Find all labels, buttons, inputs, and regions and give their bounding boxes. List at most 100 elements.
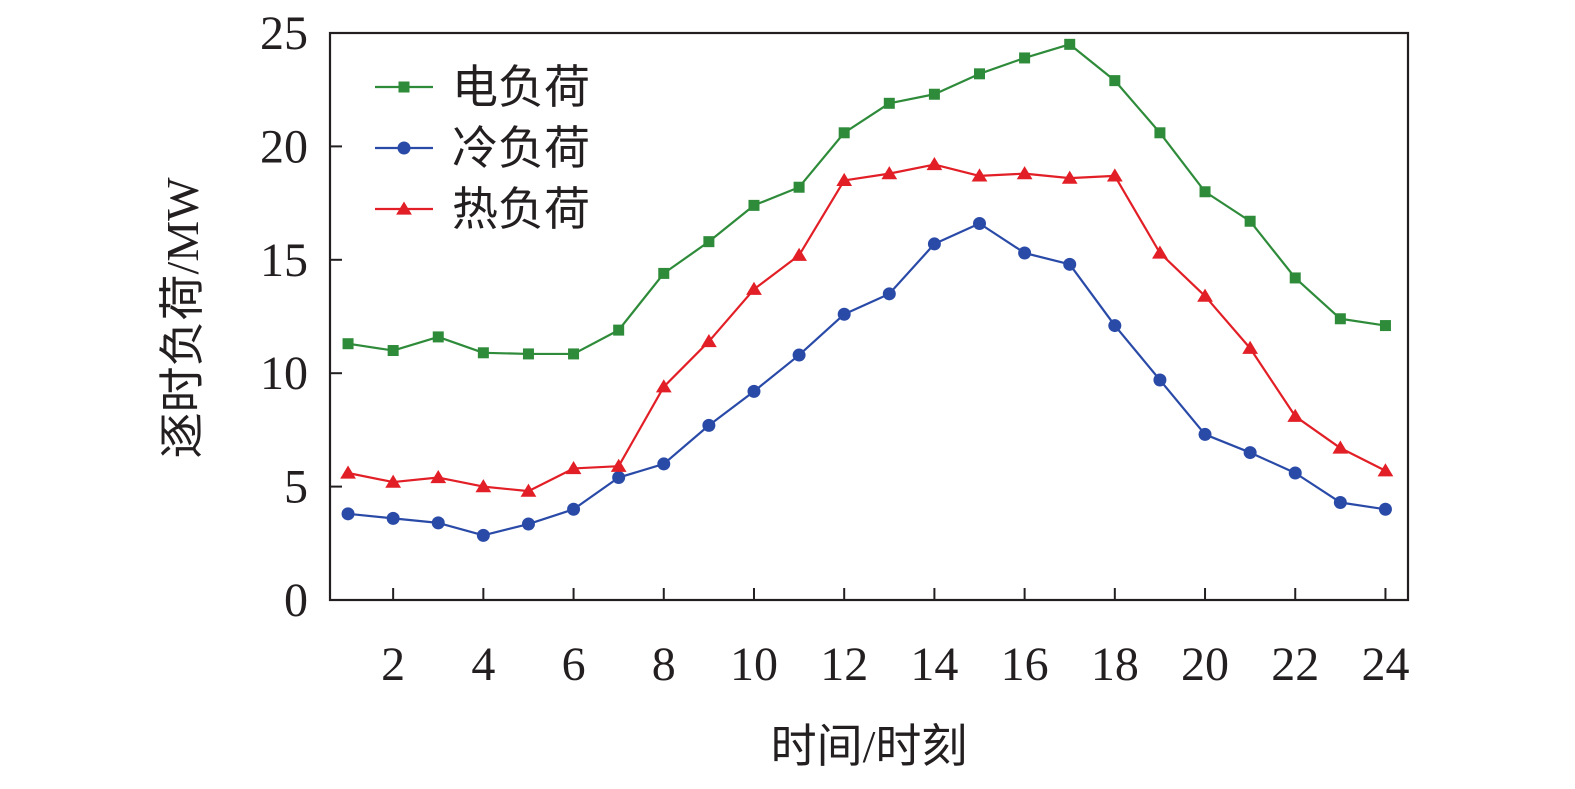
data-point: [836, 172, 853, 187]
data-point: [926, 157, 943, 171]
data-point: [793, 181, 805, 193]
data-point: [1198, 427, 1212, 441]
data-point: [974, 68, 986, 80]
data-point: [342, 338, 354, 350]
legend-label: 电负荷: [452, 62, 590, 113]
data-point: [1063, 257, 1077, 271]
data-point: [1019, 52, 1031, 64]
x-tick-label: 18: [1091, 638, 1139, 691]
data-point: [341, 507, 355, 521]
data-point: [748, 199, 760, 211]
legend-marker: [396, 201, 412, 215]
data-point: [386, 511, 400, 525]
data-point: [565, 460, 582, 475]
series-line: [347, 43, 1386, 356]
data-point: [1109, 75, 1121, 87]
x-tick-label: 8: [652, 638, 676, 691]
data-point: [432, 331, 444, 343]
data-point: [1197, 288, 1213, 302]
data-point: [567, 502, 581, 516]
data-point: [520, 483, 537, 497]
x-tick-label: 4: [471, 638, 495, 691]
data-point: [655, 379, 672, 393]
data-point: [340, 465, 356, 479]
plot-frame: [328, 31, 1410, 602]
data-point: [1108, 319, 1122, 333]
x-tick-label: 10: [730, 638, 778, 691]
data-point: [973, 217, 987, 231]
data-point: [1288, 466, 1302, 480]
data-point: [1061, 170, 1078, 184]
data-point: [928, 88, 940, 100]
legend-label: 热负荷: [452, 184, 590, 235]
x-tick-label: 2: [381, 638, 405, 691]
data-point: [475, 479, 492, 493]
data-point: [522, 348, 534, 360]
data-point: [1243, 446, 1257, 460]
x-tick-label: 12: [820, 638, 868, 691]
data-point: [1199, 186, 1211, 198]
data-point: [1064, 38, 1076, 50]
data-point: [477, 347, 489, 359]
data-point: [1332, 440, 1349, 454]
data-point: [1018, 246, 1032, 260]
data-point: [792, 348, 806, 362]
data-point: [1378, 502, 1392, 516]
data-point: [701, 333, 717, 348]
x-tick-label: 22: [1271, 638, 1319, 691]
data-point: [431, 516, 445, 530]
y-tick-label: 0: [284, 574, 308, 627]
series-group: [342, 38, 1391, 360]
x-tick-label: 20: [1181, 638, 1229, 691]
series-line: [347, 163, 1386, 493]
legend-label: 冷负荷: [452, 123, 590, 174]
data-point: [1016, 166, 1033, 180]
data-point: [476, 528, 490, 542]
data-point: [1287, 408, 1304, 422]
data-point: [1244, 215, 1256, 227]
data-point: [971, 168, 988, 182]
series-group: [340, 157, 1394, 497]
y-axis-title: 逐时负荷/MW: [157, 177, 208, 459]
x-tick-label: 14: [910, 638, 958, 691]
series-line: [347, 222, 1386, 537]
data-point: [1153, 373, 1167, 387]
data-point: [702, 418, 716, 432]
y-tick-label: 20: [260, 120, 308, 173]
data-point: [747, 384, 761, 398]
data-point: [1106, 168, 1123, 182]
data-point: [883, 97, 895, 109]
legend-marker: [397, 141, 411, 155]
data-point: [746, 281, 762, 295]
data-point: [658, 267, 670, 279]
legend-item: 冷负荷: [375, 123, 590, 174]
data-point: [1154, 127, 1166, 139]
legend-marker: [398, 81, 410, 93]
x-axis-title: 时间/时刻: [771, 721, 968, 772]
x-tick-label: 6: [562, 638, 586, 691]
data-point: [1377, 463, 1394, 477]
y-tick-label: 10: [260, 347, 308, 400]
data-point: [1289, 272, 1301, 284]
data-point: [703, 236, 715, 248]
data-point: [613, 324, 625, 336]
x-tick-label: 16: [1001, 638, 1049, 691]
data-point: [927, 237, 941, 251]
data-point: [837, 307, 851, 321]
data-point: [1152, 245, 1168, 259]
y-tick-label: 25: [260, 7, 308, 60]
x-tick-label: 24: [1361, 638, 1409, 691]
data-point: [1379, 320, 1391, 332]
data-point: [791, 247, 807, 261]
data-point: [612, 471, 626, 485]
data-point: [1333, 495, 1347, 509]
data-point: [430, 470, 447, 484]
data-point: [1242, 340, 1259, 354]
data-point: [610, 458, 627, 472]
data-point: [657, 457, 671, 471]
data-point: [521, 517, 535, 531]
legend-item: 电负荷: [375, 62, 590, 113]
data-point: [387, 345, 399, 357]
